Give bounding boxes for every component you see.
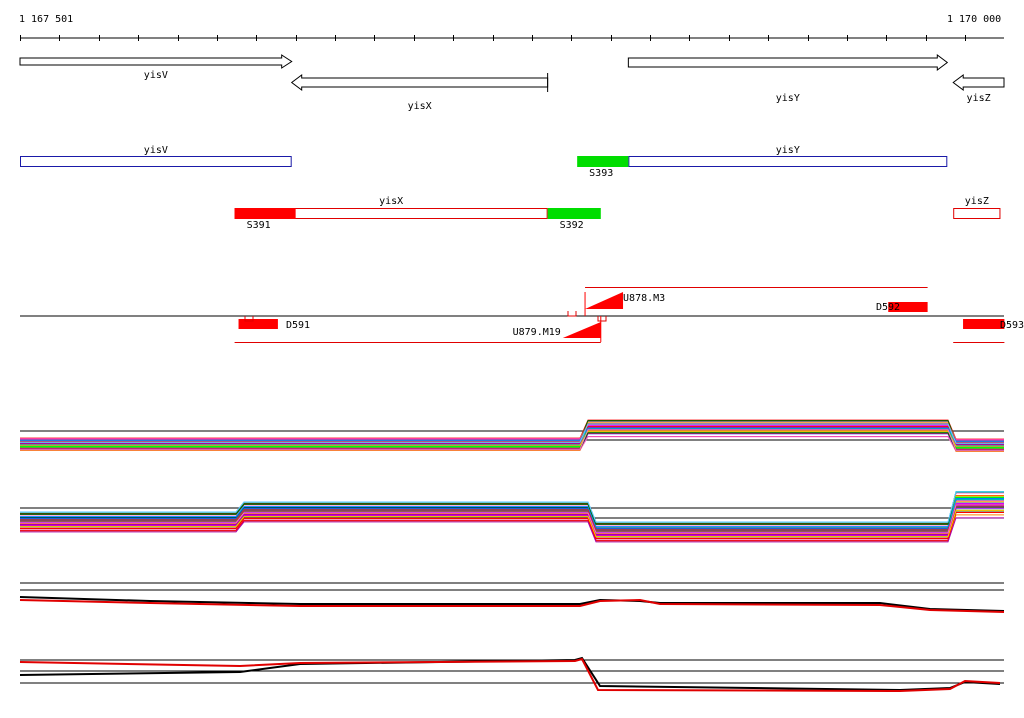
transcript-label-yisZ: yisZ [965,196,989,207]
gene-label-yisV: yisV [144,70,168,81]
expression-line [20,510,1004,538]
expression-line-black [19,656,1001,692]
expression-line [20,506,1004,532]
expression-line [20,498,1004,528]
expression-line [20,423,1004,444]
expression-line [20,491,1004,523]
segment-bracket [597,316,607,322]
upshift-block-S392 [547,208,601,219]
expression-line [20,503,1004,533]
gene-arrow-yisZ [952,74,1005,91]
expression-line [20,501,1004,535]
upshift-block-S393 [577,156,629,167]
ruler-end-label: 1 170 000 [947,14,1002,25]
segment-label-D593: D593 [1000,320,1024,331]
gene-label-yisX: yisX [408,101,432,112]
segment-triangle-U878.M3 [585,292,624,309]
expression-panel-3 [19,582,1005,613]
expression-line [20,514,1004,542]
transcript-box-yisZ [953,208,1001,219]
expression-line [20,502,1004,536]
segment-label-D591: D591 [286,320,310,331]
upshift-label-S391: S391 [247,220,271,231]
segment-triangle-U879.M19 [562,322,601,338]
transcript-label-yisX: yisX [379,196,403,207]
transcript-box-yisY [628,156,948,167]
upshift-label-S393: S393 [589,168,613,179]
expression-line [20,517,1004,543]
gene-arrow-yisV [19,54,293,69]
upshift-label-S392: S392 [560,220,584,231]
gene-label-yisY: yisY [776,93,800,104]
expression-line [20,432,1004,450]
expression-line-red [19,657,1001,693]
expression-line [20,491,1004,525]
expression-line [20,427,1004,442]
segment-block-D593 [963,319,1005,329]
expression-line [20,504,1004,534]
transcript-label-yisV: yisV [144,145,168,156]
coordinate-ruler [20,35,1004,41]
expression-line [20,426,1004,443]
segment-block-D591 [238,319,278,329]
segment-bracket [567,311,577,317]
expression-line [20,512,1004,539]
expression-line [20,497,1004,529]
segment-label-D592: D592 [876,302,900,313]
segment-bracket [244,316,254,322]
upshift-block-S391 [234,208,296,219]
expression-line [20,499,1004,525]
segment-block-D592 [888,302,928,312]
gene-arrow-yisY [627,54,949,71]
segment-label-U879.M19: U879.M19 [513,327,561,338]
segment-label-U878.M3: U878.M3 [623,293,665,304]
transcript-label-yisY: yisY [776,145,800,156]
expression-line [20,429,1004,451]
expression-line [20,492,1004,526]
gene-label-yisZ: yisZ [967,93,991,104]
expression-tracks [19,419,1005,693]
expression-line [20,505,1004,531]
expression-panel-4 [19,656,1004,693]
expression-panel-1 [20,419,1004,452]
segment-track: D591 D592 D593 U878.M3 U879.M19 [20,287,1024,343]
transcript-track: yisV yisY yisX yisZ S393 S391 S392 [20,145,1001,231]
gene-arrow-yisX [290,74,549,91]
expression-line [20,504,1004,535]
expression-line-red [19,598,1005,613]
expression-line [20,509,1004,541]
gene-annotation-track: yisV yisX yisY yisZ [19,54,1005,112]
expression-panel-2 [20,491,1004,543]
expression-line [20,430,1004,452]
transcript-box-yisV [20,156,292,167]
ruler-start-label: 1 167 501 [19,14,74,25]
expression-line [20,431,1004,447]
